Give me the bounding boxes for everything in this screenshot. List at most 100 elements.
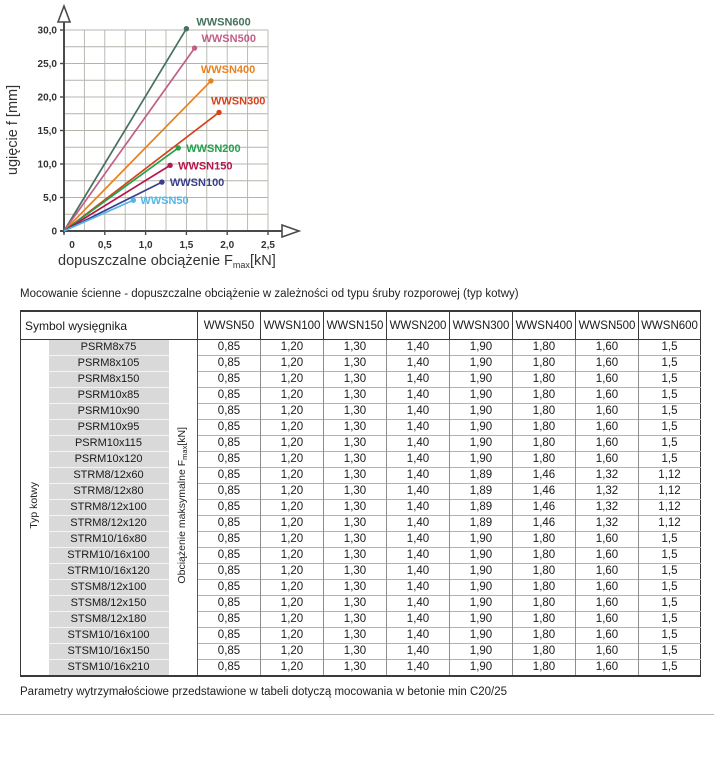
value-cell: 1,90 <box>449 371 513 388</box>
table-row: STRM8/12x100 0,85 1,20 1,30 1,40 1,89 1,46 1,32… <box>21 499 701 516</box>
table-row: STSM10/16x100 0,85 1,20 1,30 1,40 1,90 1,80 1,6… <box>21 627 701 644</box>
series-marker <box>175 145 181 151</box>
row-label: PSRM8x75 <box>48 339 169 356</box>
series-label: WWSN600 <box>196 17 250 29</box>
value-cell: 1,60 <box>575 547 639 564</box>
series-marker <box>130 197 137 203</box>
row-label: STRM8/12x60 <box>48 467 169 484</box>
value-cell: 1,40 <box>386 643 450 660</box>
value-cell: 1,5 <box>638 531 701 548</box>
svg-text:10,0: 10,0 <box>38 160 58 171</box>
value-cell: 1,20 <box>260 515 324 532</box>
series-marker <box>183 25 190 32</box>
row-label: PSRM10x90 <box>48 403 169 420</box>
load-table: Symbol wysięgnika WWSN50 WWSN100 WWSN150… <box>20 310 701 677</box>
value-cell: 1,20 <box>260 355 324 372</box>
value-cell: 1,40 <box>386 435 450 452</box>
value-cell: 1,60 <box>575 387 639 404</box>
value-cell: 1,40 <box>386 611 450 628</box>
value-cell: 1,46 <box>512 499 576 516</box>
value-cell: 1,20 <box>260 611 324 628</box>
value-cell: 0,85 <box>197 387 261 404</box>
value-cell: 1,89 <box>449 483 513 500</box>
series-label: WWSN50 <box>140 195 188 207</box>
value-cell: 1,80 <box>512 579 576 596</box>
value-cell: 1,32 <box>575 483 639 500</box>
value-cell: 1,80 <box>512 659 576 676</box>
y-axis-arrow <box>56 3 72 23</box>
svg-text:25,0: 25,0 <box>38 59 58 70</box>
series-line <box>63 164 171 232</box>
table-row: PSRM10x115 0,85 1,20 1,30 1,40 1,90 1,80 1,60 1,… <box>21 435 701 452</box>
table-row: PSRM10x95 0,85 1,20 1,30 1,40 1,90 1,80 1,60 1,5 <box>21 419 701 436</box>
value-cell: 1,40 <box>386 403 450 420</box>
value-cell: 1,40 <box>386 339 450 356</box>
value-cell: 1,90 <box>449 355 513 372</box>
value-cell: 1,32 <box>575 467 639 484</box>
row-label: PSRM10x85 <box>48 387 169 404</box>
value-cell: 1,60 <box>575 355 639 372</box>
value-cell: 0,85 <box>197 499 261 516</box>
value-cell: 1,40 <box>386 627 450 644</box>
svg-text:1,0: 1,0 <box>139 240 153 251</box>
svg-text:0,5: 0,5 <box>98 240 112 251</box>
table-row: STRM8/12x120 0,85 1,20 1,30 1,40 1,89 1,46 1,32… <box>21 515 701 532</box>
value-cell: 0,85 <box>197 451 261 468</box>
value-cell: 1,40 <box>386 595 450 612</box>
value-cell: 0,85 <box>197 515 261 532</box>
series-marker <box>216 109 222 116</box>
value-cell: 1,60 <box>575 659 639 676</box>
value-cell: 1,20 <box>260 483 324 500</box>
value-cell: 0,85 <box>197 611 261 628</box>
value-cell: 1,30 <box>323 547 387 564</box>
value-cell: 1,20 <box>260 371 324 388</box>
col-header-wwsn300: WWSN300 <box>449 311 513 340</box>
value-cell: 1,60 <box>575 643 639 660</box>
svg-text:0: 0 <box>69 240 75 251</box>
table-row: STRM8/12x80 0,85 1,20 1,30 1,40 1,89 1,46 1,32 1… <box>21 483 701 500</box>
value-cell: 1,5 <box>638 355 701 372</box>
y-axis-label: ugięcie f [mm] <box>5 85 21 175</box>
value-cell: 1,46 <box>512 515 576 532</box>
table-row: STRM10/16x80 0,85 1,20 1,30 1,40 1,90 1,80 1,60… <box>21 531 701 548</box>
x-axis-label: dopuszczalne obciążenie Fmax[kN] <box>58 253 276 270</box>
value-cell: 1,40 <box>386 419 450 436</box>
value-cell: 0,85 <box>197 355 261 372</box>
deflection-chart-svg: 0 0,5 1,0 1,5 2,0 2,5 0 5,0 10,0 15,0 20,0 25,0 30,0… <box>5 3 302 270</box>
value-cell: 0,85 <box>197 531 261 548</box>
value-cell: 1,90 <box>449 595 513 612</box>
value-cell: 1,60 <box>575 579 639 596</box>
value-cell: 1,30 <box>323 339 387 356</box>
value-cell: 1,40 <box>386 547 450 564</box>
series-line <box>63 80 212 232</box>
value-cell: 1,20 <box>260 643 324 660</box>
table-row: Typ kotwy PSRM8x75 Obciążenie maksymalne F… <box>20 339 701 676</box>
row-label: STRM8/12x100 <box>48 499 169 516</box>
value-cell: 1,40 <box>386 355 450 372</box>
svg-text:1,5: 1,5 <box>179 240 193 251</box>
value-cell: 1,90 <box>449 419 513 436</box>
value-cell: 1,40 <box>386 483 450 500</box>
value-cell: 1,89 <box>449 515 513 532</box>
value-cell: 1,90 <box>449 627 513 644</box>
value-cell: 1,60 <box>575 435 639 452</box>
value-cell: 1,40 <box>386 467 450 484</box>
footnote: Parametry wytrzymałościowe przedstawione… <box>20 685 508 698</box>
value-cell: 1,5 <box>638 611 701 628</box>
table-row: STSM8/12x150 0,85 1,20 1,30 1,40 1,90 1,80 1,60… <box>21 595 701 612</box>
value-cell: 1,90 <box>449 579 513 596</box>
row-label: STRM8/12x80 <box>48 483 169 500</box>
value-cell: 1,30 <box>323 611 387 628</box>
value-cell: 1,90 <box>449 547 513 564</box>
value-cell: 0,85 <box>197 627 261 644</box>
value-cell: 1,40 <box>386 515 450 532</box>
value-cell: 0,85 <box>197 419 261 436</box>
value-cell: 1,89 <box>449 467 513 484</box>
value-cell: 1,20 <box>260 579 324 596</box>
value-cell: 1,12 <box>638 467 701 484</box>
svg-text:15,0: 15,0 <box>38 126 58 137</box>
value-cell: 1,80 <box>512 563 576 580</box>
value-cell: 1,30 <box>323 435 387 452</box>
row-label: PSRM8x150 <box>48 371 169 388</box>
value-cell: 1,12 <box>638 483 701 500</box>
